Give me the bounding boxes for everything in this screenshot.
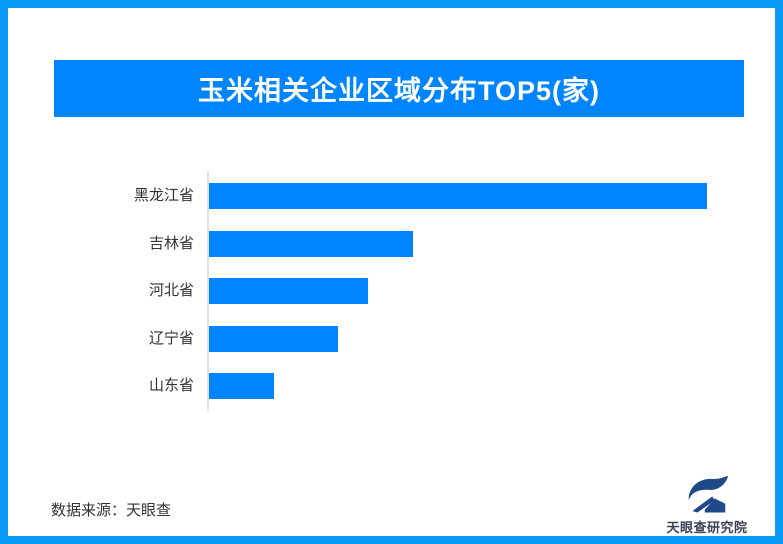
bar-chart: 黑龙江省吉林省河北省辽宁省山东省 — [8, 8, 775, 536]
data-source-label: 数据来源：天眼查 — [51, 502, 172, 519]
bar-row: 吉林省 — [8, 231, 775, 257]
logo-text: 天眼查研究院 — [666, 520, 748, 535]
y-axis-line — [207, 172, 209, 411]
logo: 天眼查研究院 — [664, 476, 750, 536]
title-banner: 玉米相关企业区域分布TOP5(家) — [54, 60, 744, 117]
bar-label: 河北省 — [148, 282, 194, 299]
bar-label: 黑龙江省 — [133, 187, 194, 204]
bar-label: 吉林省 — [148, 235, 194, 252]
chart-title: 玉米相关企业区域分布TOP5(家) — [197, 76, 600, 106]
bar — [209, 278, 368, 304]
bar-label: 辽宁省 — [148, 330, 194, 347]
bar-row: 黑龙江省 — [8, 183, 775, 209]
logo-mark-icon — [688, 476, 728, 513]
bar — [209, 231, 413, 257]
bar — [209, 326, 338, 352]
bar-row: 山东省 — [8, 373, 775, 399]
bar — [209, 373, 274, 399]
bar-label: 山东省 — [148, 377, 194, 394]
bar — [209, 183, 707, 209]
bar-row: 辽宁省 — [8, 326, 775, 352]
bar-row: 河北省 — [8, 278, 775, 304]
